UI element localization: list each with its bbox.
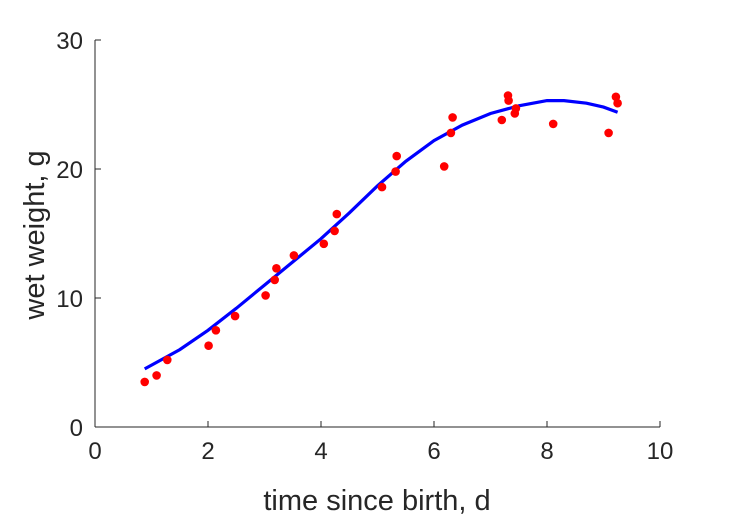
data-point (204, 341, 213, 351)
data-point (332, 209, 342, 219)
data-point (270, 275, 280, 285)
y-tick-label: 0 (70, 415, 83, 442)
x-axis-label: time since birth, d (263, 485, 490, 517)
y-axis-label: wet weight, g (19, 150, 51, 320)
y-ticks: 0 10 20 30 (56, 28, 101, 442)
data-point (289, 251, 299, 260)
data-point (211, 326, 221, 335)
x-tick-label: 6 (427, 438, 440, 465)
data-point (497, 115, 507, 125)
x-ticks: 0 2 4 6 8 10 (88, 421, 673, 465)
data-point (604, 128, 613, 138)
y-tick-label: 20 (56, 157, 83, 184)
x-tick-label: 8 (540, 438, 553, 465)
plot-series (140, 91, 622, 387)
x-tick-label: 4 (314, 438, 327, 465)
data-point (504, 96, 513, 105)
data-point (439, 162, 449, 171)
y-tick-label: 10 (56, 286, 83, 313)
data-point (272, 264, 281, 273)
data-point (448, 113, 457, 122)
fit-line (143, 99, 619, 371)
x-tick-label: 0 (88, 438, 101, 465)
data-point (319, 239, 329, 249)
data-point (446, 128, 456, 138)
axes (94, 40, 660, 428)
data-point (163, 355, 172, 365)
y-tick-label: 30 (56, 28, 83, 55)
data-point (613, 98, 622, 108)
data-point (392, 151, 402, 161)
data-point (152, 371, 161, 380)
x-tick-label: 2 (201, 438, 214, 465)
data-point (140, 377, 149, 387)
data-point (230, 311, 240, 321)
data-point (511, 104, 521, 113)
data-point (391, 167, 400, 176)
x-tick-label: 10 (647, 438, 674, 465)
data-point (261, 291, 270, 300)
data-point (548, 119, 558, 129)
data-point (377, 182, 387, 192)
data-point (330, 226, 339, 236)
